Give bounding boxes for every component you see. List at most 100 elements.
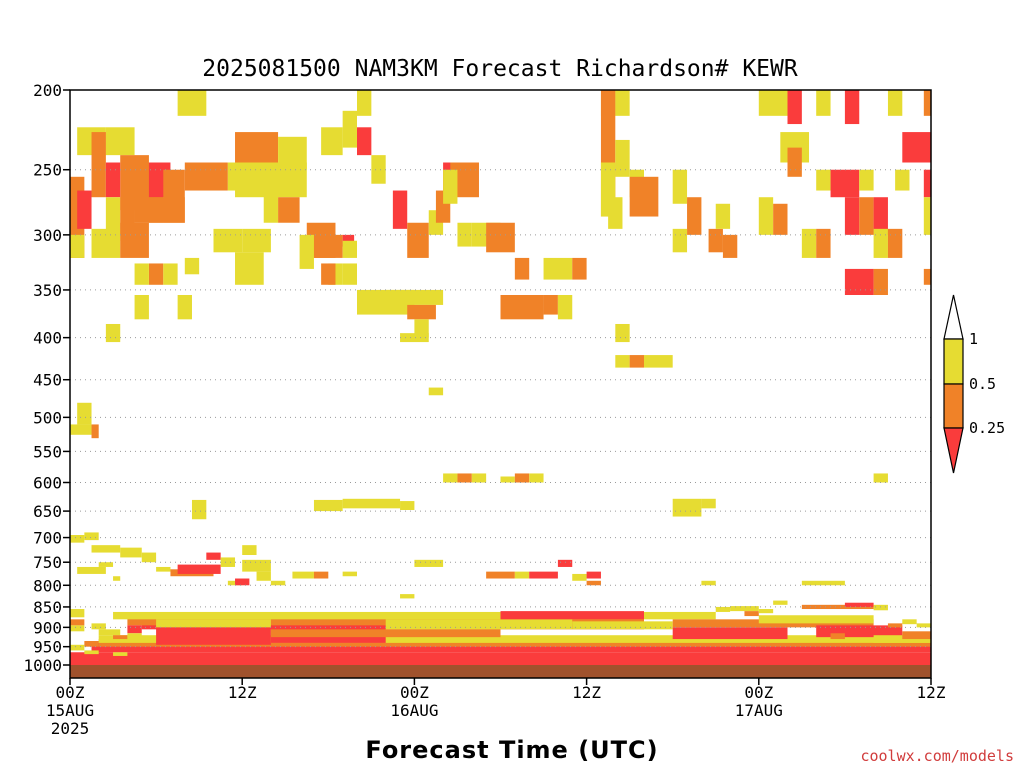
ri-cell	[206, 552, 221, 560]
ri-cell	[830, 633, 845, 640]
ri-cell	[902, 132, 931, 163]
y-tick-label: 500	[33, 408, 62, 427]
ri-cell	[672, 169, 688, 204]
ri-cell	[191, 499, 207, 520]
ri-cell	[77, 190, 92, 229]
ri-cell	[77, 566, 106, 574]
ri-cell	[407, 304, 436, 320]
ri-cell	[342, 263, 357, 285]
ri-cell	[321, 263, 336, 285]
x-tick-label: 00Z	[56, 683, 85, 702]
ri-cell	[787, 90, 802, 125]
chart-title: 2025081500 NAM3KM Forecast Richardson# K…	[202, 56, 798, 82]
ri-cell	[400, 594, 415, 599]
ri-cell	[156, 566, 171, 572]
ri-cell	[163, 263, 178, 285]
ri-cell	[500, 611, 644, 620]
ri-cell	[923, 169, 931, 198]
ri-cell	[342, 498, 401, 509]
y-tick-label: 250	[33, 161, 62, 180]
ri-cell	[873, 228, 888, 258]
ri-cell	[457, 222, 472, 247]
ri-cell	[801, 228, 817, 258]
ri-cell	[385, 289, 444, 305]
ri-cell	[514, 571, 530, 579]
ri-cell	[263, 190, 279, 223]
ri-cell	[923, 197, 931, 235]
ri-cell	[859, 627, 874, 634]
ri-cell	[615, 323, 630, 343]
ri-cell	[428, 387, 444, 396]
ri-cell	[120, 547, 142, 558]
ri-cell	[844, 268, 874, 296]
ri-cell	[70, 424, 92, 435]
x-tick-label: 12Z	[917, 683, 946, 702]
ri-cell	[801, 580, 845, 586]
ri-cell	[91, 545, 121, 553]
ri-cell	[816, 228, 831, 258]
richardson-cells	[70, 90, 931, 665]
ri-cell	[91, 642, 931, 653]
ri-cell	[844, 197, 860, 235]
ri-cell	[156, 619, 271, 628]
ri-cell	[98, 635, 931, 643]
ri-cell	[629, 176, 659, 217]
y-tick-label: 450	[33, 371, 62, 390]
ri-cell	[127, 625, 142, 634]
ri-cell	[572, 621, 673, 630]
ri-cell	[91, 424, 99, 439]
y-tick-label: 1000	[23, 656, 62, 675]
x-tick-label: 00Z	[744, 683, 773, 702]
ri-cell	[321, 127, 343, 156]
ri-cell	[113, 635, 128, 640]
ri-cell	[313, 234, 343, 258]
ri-cell	[486, 222, 515, 253]
legend-label: 1	[969, 330, 978, 348]
ri-cell	[70, 625, 85, 632]
ri-cell	[235, 132, 279, 163]
ri-cell	[557, 295, 573, 320]
y-tick-label: 350	[33, 281, 62, 300]
y-tick-label: 650	[33, 502, 62, 521]
ri-cell	[744, 611, 759, 617]
legend-label: 0.5	[969, 375, 996, 393]
ri-cell	[500, 476, 515, 483]
ri-cell	[177, 295, 192, 320]
ri-cell	[357, 90, 372, 116]
ri-cell	[98, 562, 114, 567]
ri-cell	[392, 190, 408, 229]
ri-cell	[177, 90, 207, 116]
ri-cell	[292, 571, 314, 579]
ri-cell	[120, 222, 149, 258]
ri-cell	[105, 323, 121, 343]
x-tick-label: 17AUG	[735, 701, 783, 720]
y-tick-label: 200	[33, 81, 62, 100]
ri-cell	[500, 295, 544, 320]
ri-cell	[77, 402, 92, 425]
ri-cell	[722, 234, 738, 258]
ri-cell	[242, 228, 271, 253]
ri-cell	[557, 559, 573, 567]
ri-cell	[407, 222, 429, 258]
ri-cell	[887, 228, 903, 258]
ri-cell	[84, 640, 99, 647]
ri-cell	[91, 623, 106, 630]
ri-cell	[816, 90, 831, 116]
ri-cell	[572, 573, 587, 581]
x-tick-label: 00Z	[400, 683, 429, 702]
ri-cell	[844, 90, 860, 125]
ri-cell	[127, 615, 644, 626]
ri-cell	[586, 571, 601, 579]
ri-cell	[156, 627, 271, 645]
ri-cell	[902, 619, 917, 625]
ri-cell	[105, 127, 135, 156]
ri-cell	[84, 532, 99, 541]
ri-cell	[816, 169, 831, 191]
ri-cell	[586, 580, 601, 586]
ri-cell	[443, 473, 458, 483]
ri-cell	[701, 498, 716, 509]
ri-cell	[70, 652, 931, 665]
ri-cell	[127, 633, 142, 640]
